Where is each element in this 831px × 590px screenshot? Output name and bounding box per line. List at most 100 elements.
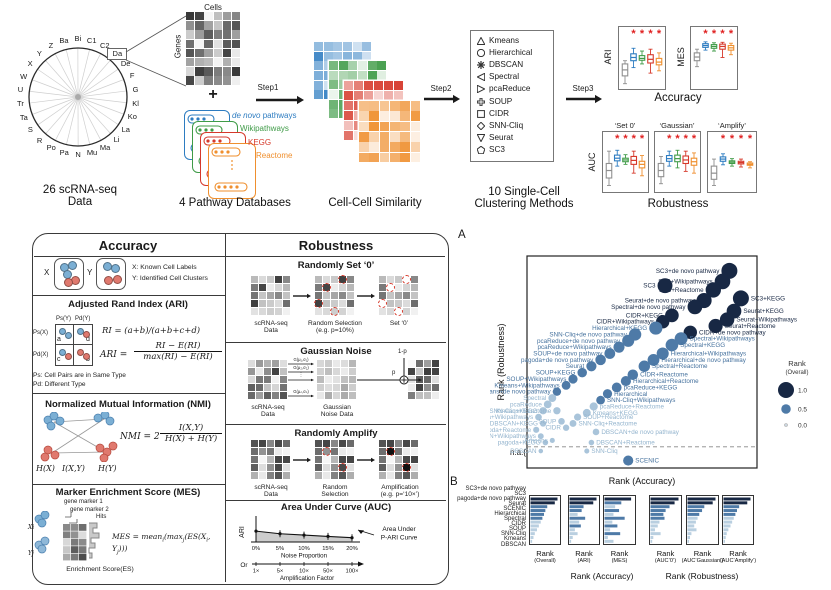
heatmap-cell [354,121,364,131]
heatmap-cell [259,448,267,456]
heatmap-cell [259,276,267,284]
heatmap-cell [283,472,291,480]
heatmap-cell [329,90,338,99]
heatmap-cell [329,99,338,109]
seurat-symbol-icon [477,133,485,142]
scatter-point-label: pagoda+Reactome [490,427,532,434]
heatmap-cell [283,308,291,316]
heatmap-cell [352,51,362,61]
scatter-point: Kmeans [525,437,555,444]
heatmap-cell [341,376,349,384]
heatmap-cell [333,42,343,51]
rank-bar-chart [603,495,636,545]
cell-dot-icon [111,264,120,273]
heatmap-cell [343,51,352,61]
scatter-point-label: Seurat+de novo pathway [625,298,696,305]
dataset-label: W [20,71,28,81]
svg-text:Or: Or [240,562,248,569]
heatmap-cell [411,292,419,300]
dataset-label: Ma [99,143,111,153]
similarity-caption: Cell-Cell Similarity [328,197,422,209]
kmeans-symbol-icon [477,37,485,45]
heatmap-cell [323,51,333,61]
heatmap-cell [186,58,195,67]
scatter-point-label: pcaReduce+de novo pathway [537,338,621,345]
dataset-label: Po [46,143,56,153]
heatmap-cell [341,392,349,400]
identified-clusters-box [96,258,126,290]
heatmap-cell [204,39,213,48]
scatter-point-label: Seurat+Reactome [725,323,776,330]
heatmap-cell [323,464,331,472]
heatmap-cell [358,70,367,80]
heatmap-cell [251,464,259,472]
gene-marker2-label: gene marker 2 [70,507,109,513]
scatter-point-label: Hierarchical+Reactome [633,378,699,385]
scatter-point-label: SC3+Wikipathways [658,278,712,285]
heatmap-cell [275,456,283,464]
dataset-label: Bi [74,34,82,44]
scatter-point-label: SOUP+Wikipathways [506,376,566,383]
heatmap-cell [377,61,387,70]
svg-text:Area Under: Area Under [382,526,416,533]
heatmap-cell [323,308,331,316]
heatmap-cell [251,300,259,308]
heatmap-cell [364,81,374,91]
heatmap-cell [323,300,331,308]
sc3-symbol-icon [477,145,485,154]
scatter-point: pcaReduce [510,400,552,408]
heatmap-cell [315,456,323,464]
heatmap-cell [354,81,364,91]
amp-selected [315,440,355,480]
heatmap-cell [344,91,354,101]
heatmap-cell [232,39,241,48]
heatmap-cell [379,292,387,300]
heatmap-cell [432,368,440,376]
scatter-point-label: CIDR+de novo pathway [699,329,767,336]
heatmap-cell [280,368,288,376]
heatmap-cell [329,70,338,80]
heatmap-cell [259,456,267,464]
scatter-point: SNN-Cliq+KEGG [489,407,547,415]
heatmap-cell [267,472,275,480]
scatter-point: pcaReduce+KEGG [611,382,677,393]
gaussian-title: ‘Gaussian’ [659,121,695,130]
rank-bar-chart [568,495,600,545]
dataset-label: Ba [59,35,69,45]
scatter-point-label: Seurat [566,363,585,370]
heatmap-cell [232,21,241,30]
heatmap-cell [395,464,403,472]
heatmap-cell [323,90,333,100]
heatmap-cell [213,21,222,30]
heatmap-cell [325,392,333,400]
heatmap-cell [251,308,259,316]
heatmap-cell [232,12,241,21]
dataset-label: R [36,135,43,145]
rank-bar-chart [686,495,719,545]
p-label: p [392,370,396,376]
heatmap-cell [275,284,283,292]
heatmap-cell [264,392,272,400]
method-item: pcaReduce [477,84,551,96]
svg-text:*: * [692,133,697,145]
heatmap-cell [339,292,347,300]
mes-box: * * * * [690,26,738,90]
cell-dot-icon [65,332,72,339]
robustness-header: Robustness [298,238,374,253]
heatmap-cell [267,448,275,456]
datasets-circle: Ba Bi C1 C2 Da De F G Kl Ko La Li Ma Mu N Pa Po R S Ta Tr U W X… [17,34,142,162]
expression-heatmap [186,12,241,86]
heatmap-cell [416,384,424,392]
method-item: SOUP [477,97,551,109]
heatmap-cell [275,464,283,472]
cell-dot-icon [59,328,66,335]
scatter-point-label: DBSCAN+Wikipathways [490,433,536,440]
svg-text:P-ARI Curve: P-ARI Curve [381,535,418,542]
scatter-point: Spectral+Wikipathways [674,332,755,346]
selection-ring-icon [322,447,332,457]
bar-category-label: SOUP [508,526,526,533]
scatter-point: SC3+Reactome [659,282,721,298]
heatmap-cell [411,276,419,284]
heatmap-cell [416,376,424,384]
heatmap-cell [329,109,338,119]
